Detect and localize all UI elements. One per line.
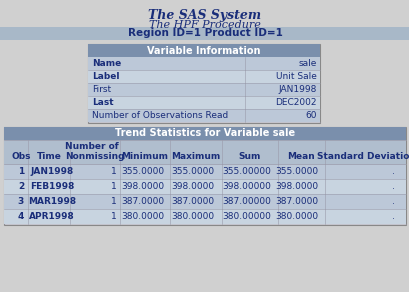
Text: The SAS System: The SAS System [148, 9, 261, 22]
Text: sale: sale [298, 59, 316, 68]
Text: The HPF Procedure: The HPF Procedure [149, 20, 260, 30]
Bar [4, 164, 405, 179]
Text: 1: 1 [111, 197, 117, 206]
Text: Region ID=1 Product ID=1: Region ID=1 Product ID=1 [127, 29, 282, 39]
Bar [88, 109, 319, 122]
Text: 398.0000: 398.0000 [171, 182, 213, 191]
Text: 355.0000: 355.0000 [274, 167, 317, 176]
Text: 380.0000: 380.0000 [274, 212, 317, 221]
Text: 387.00000: 387.00000 [222, 197, 270, 206]
Bar [4, 127, 405, 140]
Text: 1: 1 [111, 212, 117, 221]
Bar [4, 179, 405, 194]
Text: Variable Information: Variable Information [147, 46, 260, 55]
Text: 355.0000: 355.0000 [121, 167, 164, 176]
Text: Sum: Sum [238, 152, 261, 161]
Text: 380.0000: 380.0000 [171, 212, 213, 221]
Text: 398.0000: 398.0000 [274, 182, 317, 191]
Text: Mean: Mean [287, 152, 315, 161]
Text: JAN1998: JAN1998 [278, 85, 316, 94]
Bar [88, 96, 319, 109]
Text: FEB1998: FEB1998 [30, 182, 74, 191]
Text: Maximum: Maximum [171, 152, 220, 161]
Text: 387.0000: 387.0000 [121, 197, 164, 206]
Text: Obs: Obs [11, 152, 31, 161]
Text: 398.0000: 398.0000 [121, 182, 164, 191]
Text: 1: 1 [111, 167, 117, 176]
Text: Number of Observations Read: Number of Observations Read [92, 111, 228, 120]
Text: 387.0000: 387.0000 [274, 197, 317, 206]
Text: Time: Time [36, 152, 61, 161]
Bar [88, 83, 319, 96]
Bar [0, 27, 409, 40]
Text: DEC2002: DEC2002 [275, 98, 316, 107]
Bar [88, 70, 319, 83]
Text: 2: 2 [18, 182, 24, 191]
Text: 3: 3 [18, 197, 24, 206]
Text: 4: 4 [18, 212, 24, 221]
Bar [4, 194, 405, 209]
Text: 1: 1 [18, 167, 24, 176]
Text: Label: Label [92, 72, 119, 81]
Text: .: . [391, 182, 394, 191]
Text: Standard Deviation: Standard Deviation [316, 152, 409, 161]
Text: Trend Statistics for Variable sale: Trend Statistics for Variable sale [115, 128, 294, 138]
Text: Last: Last [92, 98, 113, 107]
Bar [4, 127, 405, 225]
Text: First: First [92, 85, 111, 94]
Bar [88, 57, 319, 70]
Text: 60: 60 [305, 111, 316, 120]
Text: .: . [391, 212, 394, 221]
Text: MAR1998: MAR1998 [28, 197, 76, 206]
Text: Name: Name [92, 59, 121, 68]
Text: APR1998: APR1998 [29, 212, 75, 221]
Text: JAN1998: JAN1998 [30, 167, 74, 176]
Text: 380.00000: 380.00000 [222, 212, 270, 221]
Text: 1: 1 [111, 182, 117, 191]
Text: 387.0000: 387.0000 [171, 197, 213, 206]
Text: 355.00000: 355.00000 [222, 167, 270, 176]
Text: .: . [391, 197, 394, 206]
Text: Unit Sale: Unit Sale [275, 72, 316, 81]
Text: Number of
Nonmissing: Number of Nonmissing [65, 142, 124, 161]
Text: 398.00000: 398.00000 [222, 182, 270, 191]
Bar [4, 209, 405, 224]
Bar [4, 140, 405, 164]
Text: .: . [391, 167, 394, 176]
Bar [88, 44, 319, 57]
Text: 355.0000: 355.0000 [171, 167, 213, 176]
Text: 380.0000: 380.0000 [121, 212, 164, 221]
Bar [88, 44, 319, 123]
Text: Minimum: Minimum [121, 152, 168, 161]
